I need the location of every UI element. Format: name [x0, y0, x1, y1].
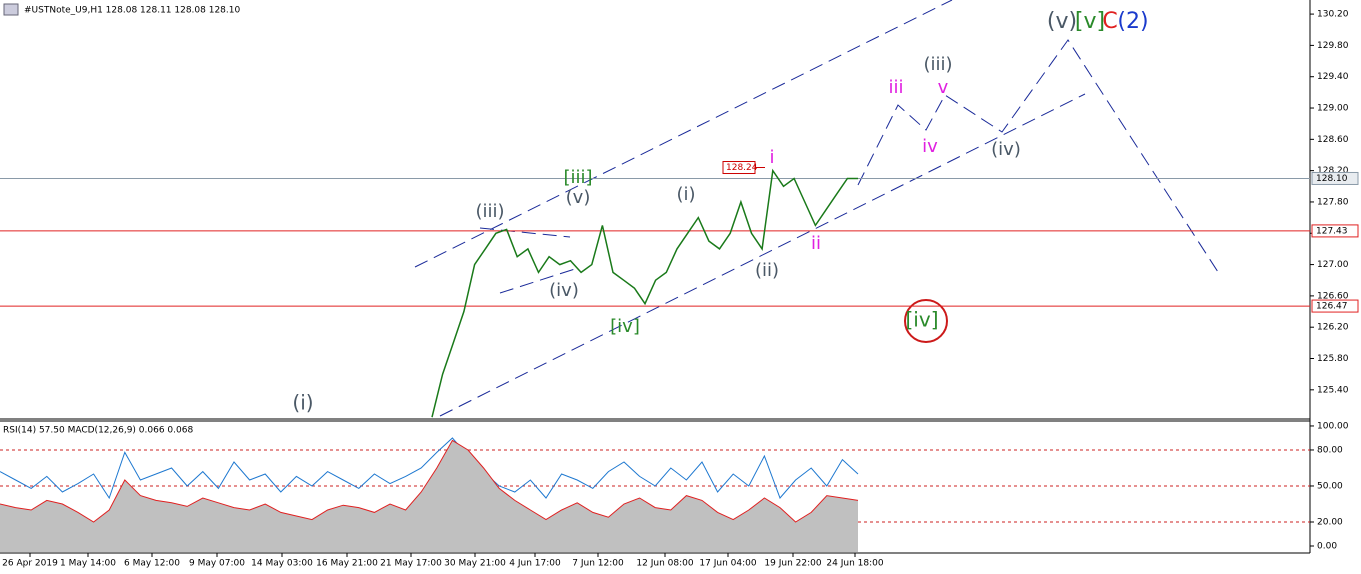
wave-label: [iii] — [563, 167, 592, 188]
x-tick-label: 21 May 17:00 — [380, 559, 442, 569]
y-tick-label: 20.00 — [1317, 517, 1343, 527]
trend-lines — [414, 0, 1219, 417]
x-tick-label: 26 Apr 2019 — [2, 559, 58, 569]
wave-label: (v) — [1047, 9, 1077, 34]
wave-label: iv — [922, 136, 938, 157]
level-label: 126.47 — [1316, 302, 1348, 312]
wave-label: (ii) — [755, 260, 779, 281]
wave-label: [iv] — [906, 308, 939, 332]
wave-label: (2) — [1117, 9, 1148, 34]
level-label-box — [1311, 299, 1359, 313]
y-tick-label: 127.80 — [1317, 197, 1349, 207]
wave-label: [iv] — [610, 316, 640, 337]
macd-area — [0, 440, 858, 552]
indicator-line — [0, 439, 859, 523]
y-tick-label: 100.00 — [1317, 421, 1349, 431]
y-tick-label: 125.40 — [1317, 385, 1349, 395]
y-tick-label: 129.80 — [1317, 41, 1349, 51]
y-tick-label: 128.20 — [1317, 166, 1349, 176]
y-tick-label: 130.20 — [1317, 10, 1349, 20]
x-tick-label: 16 May 21:00 — [316, 559, 378, 569]
y-tick-label: 129.00 — [1317, 104, 1349, 114]
x-tick-label: 4 Jun 17:00 — [509, 559, 561, 569]
y-tick-label: 0.00 — [1317, 541, 1337, 551]
price-line — [431, 168, 858, 418]
wave-label: [v] — [1075, 9, 1105, 34]
y-tick-label: 126.60 — [1317, 291, 1349, 301]
x-tick-label: 9 May 07:00 — [189, 559, 245, 569]
x-tick-label: 7 Jun 12:00 — [572, 559, 624, 569]
level-label: 128.10 — [1316, 174, 1348, 184]
y-tick-label: 50.00 — [1317, 481, 1343, 491]
wave-label: ii — [811, 233, 821, 254]
level-label-box — [1311, 224, 1359, 238]
wave-label: (iv) — [991, 139, 1021, 160]
wave-label: (iii) — [475, 201, 504, 222]
wave-label: (v) — [566, 187, 591, 208]
icon — [3, 3, 19, 16]
circle-marker — [904, 299, 948, 343]
x-tick-label: 30 May 21:00 — [444, 559, 506, 569]
y-tick-label: 126.20 — [1317, 323, 1349, 333]
x-tick-label: 14 May 03:00 — [251, 559, 313, 569]
wave-label: (iv) — [549, 280, 579, 301]
y-tick-label: 128.60 — [1317, 135, 1349, 145]
x-tick-label: 19 Jun 22:00 — [764, 559, 821, 569]
x-tick-label: 1 May 14:00 — [60, 559, 116, 569]
wave-label: (iii) — [923, 54, 952, 75]
y-tick-label: 127.00 — [1317, 260, 1349, 270]
x-tick-label: 24 Jun 18:00 — [826, 559, 883, 569]
y-tick-label: 125.80 — [1317, 354, 1349, 364]
wave-label: C — [1102, 9, 1117, 34]
wave-label: v — [938, 77, 949, 98]
wave-label: iii — [888, 77, 903, 98]
level-label: 127.43 — [1316, 226, 1348, 236]
x-tick-label: 12 Jun 08:00 — [636, 559, 693, 569]
x-tick-label: 6 May 12:00 — [124, 559, 180, 569]
indicator-line — [0, 437, 859, 500]
wave-label: (i) — [676, 184, 695, 205]
y-tick-label: 129.40 — [1317, 72, 1349, 82]
wave-label: i — [769, 147, 774, 168]
wave-label: (i) — [292, 391, 313, 415]
chart-title: #USTNote_U9,H1 128.08 128.11 128.08 128.… — [24, 6, 240, 16]
x-tick-label: 17 Jun 04:00 — [699, 559, 756, 569]
price-marker-label: 128.24 — [726, 163, 758, 173]
y-tick-label: 80.00 — [1317, 445, 1343, 455]
level-label-box — [1311, 171, 1359, 185]
indicator-title: RSI(14) 57.50 MACD(12,26,9) 0.066 0.068 — [3, 426, 193, 436]
